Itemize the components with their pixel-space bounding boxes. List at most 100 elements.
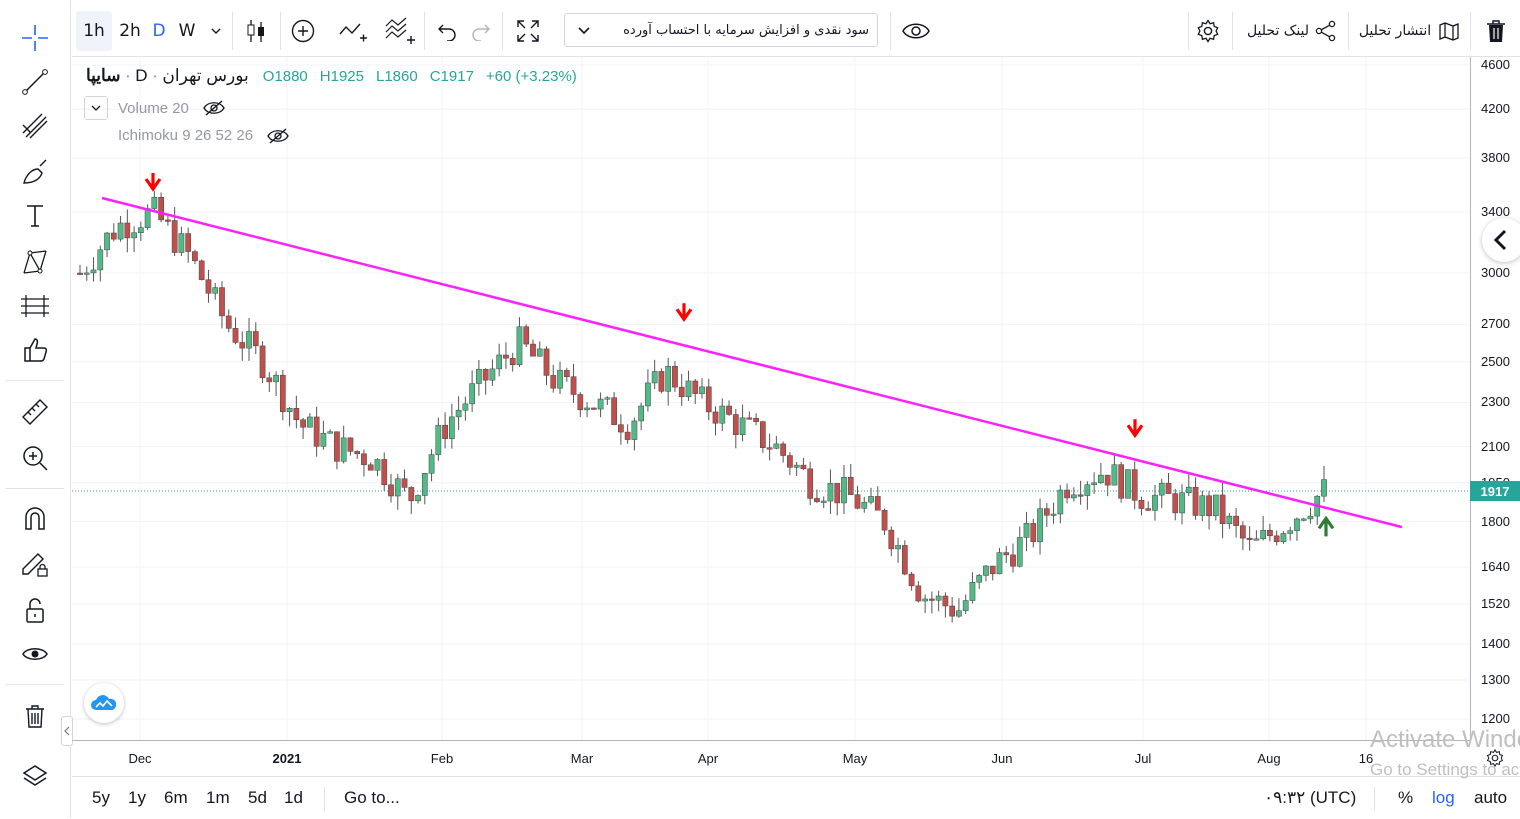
candle-up — [1260, 529, 1267, 540]
range-6m-button[interactable]: 6m — [164, 785, 188, 811]
interval-label: D — [152, 21, 166, 41]
candle-down — [354, 451, 361, 455]
clock-label: ۰۹:۳۲ (UTC) — [1264, 788, 1357, 807]
ichimoku-label[interactable]: Ichimoku 9 26 52 26 — [118, 127, 254, 144]
candle-up — [151, 197, 158, 209]
text-icon[interactable] — [14, 198, 56, 234]
range-1y-button[interactable]: 1y — [128, 785, 146, 811]
candle-down — [205, 279, 212, 294]
delete-trash-icon[interactable] — [1478, 6, 1514, 56]
add-indicator-icon[interactable] — [284, 6, 322, 56]
toolbar-divider — [502, 12, 503, 50]
interval-w-button[interactable]: W — [172, 6, 202, 56]
range-1m-button[interactable]: 1m — [206, 785, 230, 811]
ruler-icon[interactable] — [14, 394, 56, 430]
layout-select[interactable]: سود نقدی و افزایش سرمایه با احتساب آورده — [564, 13, 878, 47]
toolbar-divider — [324, 787, 325, 811]
time-axis[interactable]: Dec 2021 Feb Mar Apr May Jun Jul Aug 16 — [72, 740, 1470, 777]
log-scale-button[interactable]: log — [1432, 785, 1455, 811]
hidden-eye-icon[interactable] — [203, 100, 225, 116]
legend-dot: • — [126, 71, 130, 81]
interval-2h-button[interactable]: 2h — [112, 6, 148, 56]
undo-icon[interactable] — [430, 6, 464, 56]
publish-idea-button[interactable]: انتشار تحلیل — [1352, 6, 1468, 56]
chevron-left-icon — [64, 726, 70, 736]
ichimoku-indicator-row: Ichimoku 9 26 52 26 — [118, 127, 289, 144]
candle-down — [171, 220, 178, 253]
interval-label: 2h — [119, 21, 141, 41]
candle-up — [935, 595, 942, 601]
pattern-icon[interactable] — [14, 244, 56, 280]
toolbar-divider — [6, 684, 64, 685]
range-label: 5d — [248, 788, 267, 807]
price-axis[interactable]: 4600420038003400300027002500230021001950… — [1470, 57, 1520, 740]
candle-up — [1253, 538, 1260, 541]
goto-date-button[interactable]: Go to... — [344, 785, 400, 811]
zoom-in-icon[interactable] — [14, 440, 56, 476]
candle-down — [1010, 554, 1016, 567]
candle-up — [631, 420, 638, 440]
measure-icon[interactable] — [14, 288, 56, 324]
range-label: 6m — [164, 788, 188, 807]
timezone-clock[interactable]: ۰۹:۳۲ (UTC) — [1264, 785, 1356, 811]
fullscreen-icon[interactable] — [508, 6, 548, 56]
candle-up — [421, 473, 428, 496]
current-price-label: 1917 — [1470, 481, 1520, 501]
range-5d-button[interactable]: 5d — [248, 785, 267, 811]
percent-scale-button[interactable]: % — [1398, 785, 1413, 811]
candle-up — [536, 348, 543, 357]
fib-icon[interactable] — [14, 108, 56, 144]
candle-down — [239, 342, 246, 349]
volume-label[interactable]: Volume 20 — [118, 99, 189, 117]
candle-up — [793, 464, 800, 468]
right-panel-toggle[interactable] — [1482, 218, 1520, 262]
magnet-icon[interactable] — [14, 500, 56, 536]
time-tick-label: Dec — [128, 751, 152, 766]
candle-down — [563, 370, 570, 377]
layers-icon[interactable] — [14, 758, 56, 794]
crosshair-icon[interactable] — [14, 20, 56, 56]
candle-down — [834, 483, 841, 504]
up-arrow-marker — [1317, 515, 1335, 537]
price-tick-label: 2700 — [1481, 316, 1510, 332]
compare-icon[interactable] — [334, 6, 372, 56]
symbol-name[interactable]: سایپا — [86, 66, 121, 85]
candle-down — [590, 407, 597, 410]
down-arrow-marker — [675, 303, 693, 323]
candle-down — [908, 573, 915, 587]
interval-d-button[interactable]: D — [148, 6, 170, 56]
toolbar-divider — [6, 488, 64, 489]
chevron-down-icon[interactable] — [204, 6, 228, 56]
price-chart[interactable] — [72, 57, 1470, 740]
brush-icon[interactable] — [14, 154, 56, 190]
candle-down — [1138, 500, 1145, 509]
candle-down — [232, 328, 239, 343]
candle-down — [1206, 495, 1212, 517]
unlock-icon[interactable] — [14, 592, 56, 628]
left-panel-collapse[interactable] — [61, 716, 73, 746]
trend-line-icon[interactable] — [14, 64, 56, 100]
collapse-indicators-button[interactable] — [84, 96, 108, 120]
lock-drawing-icon[interactable] — [14, 546, 56, 582]
settings-gear-icon[interactable] — [1190, 6, 1226, 56]
candle-down — [381, 459, 388, 486]
candle-up — [638, 405, 645, 422]
auto-label: auto — [1474, 788, 1508, 807]
trash-icon[interactable] — [14, 698, 56, 734]
eye-icon[interactable] — [14, 636, 56, 672]
hidden-eye-icon[interactable] — [267, 127, 289, 144]
visibility-eye-icon[interactable] — [896, 6, 936, 56]
range-1d-button[interactable]: 1d — [284, 785, 303, 811]
resistance-trendline — [101, 196, 1403, 529]
candle-up — [895, 545, 901, 550]
candle-down — [915, 585, 922, 602]
axis-settings-gear-icon[interactable] — [1480, 746, 1510, 770]
interval-1h-button[interactable]: 1h — [76, 11, 112, 51]
range-5y-button[interactable]: 5y — [92, 785, 110, 811]
indicators-icon[interactable] — [380, 6, 420, 56]
chart-logo-button[interactable] — [84, 683, 124, 723]
candles-icon[interactable] — [238, 6, 274, 56]
auto-scale-button[interactable]: auto — [1474, 785, 1507, 811]
share-link-button[interactable]: لینک تحلیل — [1236, 6, 1348, 56]
thumbs-up-icon[interactable] — [14, 332, 56, 368]
